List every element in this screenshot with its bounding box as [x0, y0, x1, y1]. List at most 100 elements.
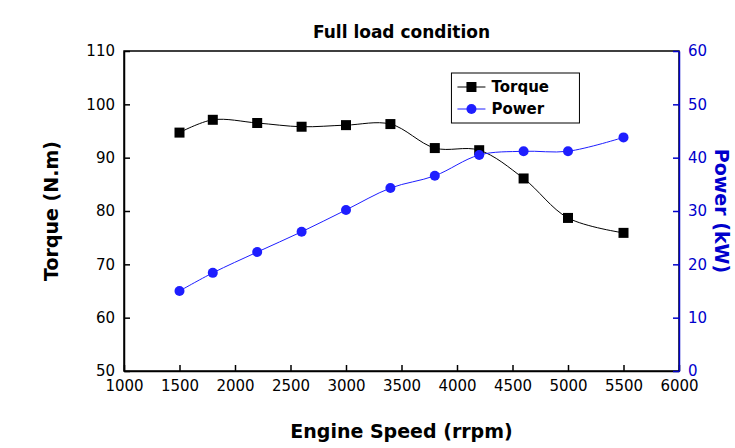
plot-frame [124, 51, 679, 371]
tick-label: 1500 [161, 377, 199, 395]
tick-mark [673, 157, 679, 159]
tick-mark [124, 264, 130, 266]
marker [474, 150, 484, 160]
tick-label: 60 [688, 42, 707, 60]
legend-marker [466, 104, 476, 114]
marker [619, 132, 629, 142]
tick: 60 [96, 309, 130, 327]
tick-mark [457, 365, 459, 371]
legend: Torque Power [451, 73, 579, 123]
tick-label: 40 [688, 149, 707, 167]
tick: 4000 [438, 365, 476, 395]
tick: 30 [673, 202, 707, 220]
tick-mark [673, 51, 679, 53]
tick-mark [235, 365, 237, 371]
marks [175, 115, 629, 296]
marker [619, 228, 629, 238]
tick-label: 90 [96, 149, 115, 167]
tick-label: 5500 [605, 377, 643, 395]
chart: 1000150020002500300035004000450050005500… [0, 0, 735, 448]
tick-mark [124, 51, 130, 53]
tick-label: 4000 [438, 377, 476, 395]
y2-axis-title: Power (kW) [711, 149, 733, 273]
x-axis: 1000150020002500300035004000450050005500… [105, 365, 698, 395]
marker [341, 205, 351, 215]
tick: 3500 [383, 365, 421, 395]
tick-mark [673, 211, 679, 213]
tick-label: 60 [96, 309, 115, 327]
tick-label: 4500 [494, 377, 532, 395]
tick: 90 [96, 149, 130, 167]
tick-label: 2500 [272, 377, 310, 395]
chart-title: Full load condition [313, 22, 490, 42]
tick-label: 100 [86, 96, 115, 114]
tick: 70 [96, 256, 130, 274]
marker [563, 146, 573, 156]
tick: 1500 [161, 365, 199, 395]
marker [430, 143, 440, 153]
tick-label: 50 [96, 362, 115, 380]
marker [385, 183, 395, 193]
tick-label: 20 [688, 256, 707, 274]
legend-label: Torque [491, 78, 549, 96]
marker [385, 119, 395, 129]
tick-mark [401, 365, 403, 371]
tick-mark [346, 365, 348, 371]
tick-mark [124, 317, 130, 319]
marker [175, 128, 185, 138]
tick: 100 [86, 96, 130, 114]
marker [430, 171, 440, 181]
tick-mark [673, 317, 679, 319]
tick: 3000 [327, 365, 365, 395]
tick: 5000 [549, 365, 587, 395]
y-axis: 50 60 70 80 90 100 110 [86, 42, 130, 380]
tick-mark [512, 365, 514, 371]
tick-label: 3000 [327, 377, 365, 395]
legend-marker [466, 82, 476, 92]
tick-mark [124, 211, 130, 213]
marker [208, 115, 218, 125]
tick: 5500 [605, 365, 643, 395]
tick-label: 110 [86, 42, 115, 60]
tick-label: 70 [96, 256, 115, 274]
tick-label: 0 [688, 362, 698, 380]
tick-mark [673, 371, 679, 373]
tick: 60 [673, 42, 707, 60]
marker [519, 173, 529, 183]
tick-mark [124, 157, 130, 159]
plot: 1000150020002500300035004000450050005500… [86, 42, 707, 394]
marker [563, 213, 573, 223]
tick-label: 3500 [383, 377, 421, 395]
marker [297, 227, 307, 237]
marker [252, 118, 262, 128]
series-line [180, 137, 624, 291]
y-axis-title: Torque (N.m) [40, 141, 62, 281]
tick-mark [623, 365, 625, 371]
legend-label: Power [491, 100, 544, 118]
tick-label: 5000 [549, 377, 587, 395]
tick: 2500 [272, 365, 310, 395]
tick: 50 [673, 96, 707, 114]
tick: 20 [673, 256, 707, 274]
tick-label: 30 [688, 202, 707, 220]
tick: 110 [86, 42, 130, 60]
legend-box [451, 73, 579, 123]
tick: 0 [673, 362, 698, 380]
series-line [180, 119, 624, 233]
tick-mark [179, 365, 181, 371]
tick-mark [568, 365, 570, 371]
marker [297, 122, 307, 132]
tick-mark [124, 104, 130, 106]
tick-label: 80 [96, 202, 115, 220]
y2-axis: 0 10 20 30 40 50 60 [673, 42, 707, 380]
tick: 50 [96, 362, 130, 380]
marker [175, 286, 185, 296]
tick: 10 [673, 309, 707, 327]
tick-label: 10 [688, 309, 707, 327]
marker [519, 146, 529, 156]
tick-label: 50 [688, 96, 707, 114]
tick-mark [673, 264, 679, 266]
tick: 4500 [494, 365, 532, 395]
marker [341, 120, 351, 130]
tick: 80 [96, 202, 130, 220]
